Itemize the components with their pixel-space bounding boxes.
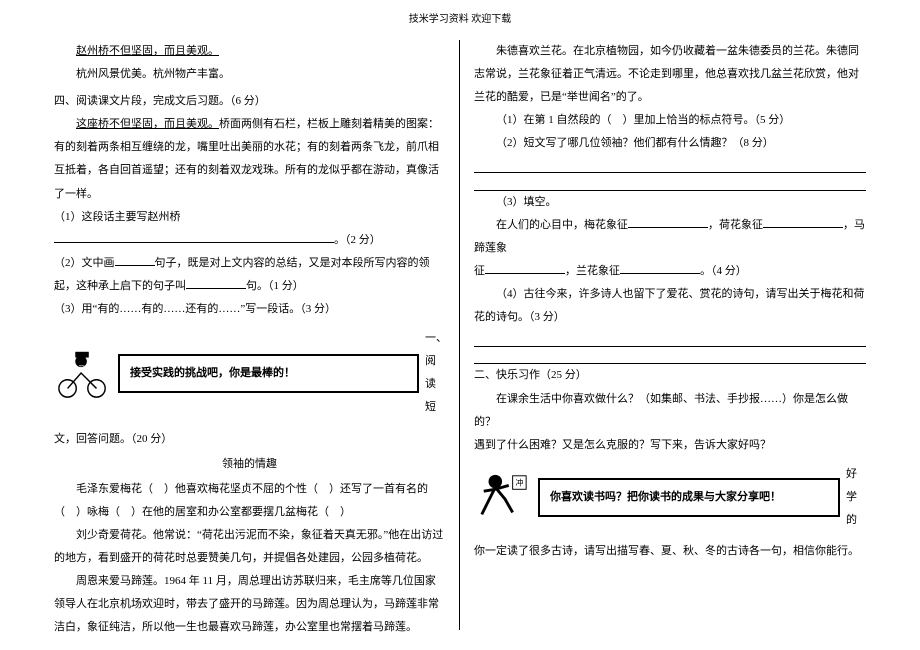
writing-prompt-1: 在课余生活中你喜欢做什么？（如集邮、书法、手抄报……）你是怎么做的？ (474, 388, 866, 434)
practice-callout: 买 接受实践的挑战吧，你是最棒的！ 一、阅读短 (54, 327, 445, 419)
svg-text:买: 买 (78, 365, 85, 373)
q3-blank-2[interactable] (763, 227, 843, 228)
left-column: 赵州桥不但坚固，而且美观。 杭州风景优美。杭州物产丰富。 四、阅读课文片段，完成… (48, 40, 460, 630)
r-q3-line2: 征 ，兰花象征 。（4 分） (474, 260, 866, 283)
side-label-left: 一、阅读短 (425, 327, 445, 419)
q1-text-a: （1）这段话主要写赵州桥 (54, 211, 181, 223)
story-para-4: 朱德喜欢兰花。在北京植物园，如今仍收藏着一盆朱德委员的兰花。朱德同志常说，兰花象… (474, 40, 866, 109)
q2-text-a: （2）文中画 (54, 257, 115, 269)
story-para-2: 刘少奇爱荷花。他常说：“荷花出污泥而不染，象征着天真无邪。”他在出访过的地方，看… (54, 524, 445, 570)
q3d: 征 (474, 265, 485, 277)
passage-text: 这座桥不但坚固，而且美观。桥面两侧有石栏，栏板上雕刻着精美的图案：有的刻着两条相… (54, 113, 445, 205)
r-question-4: （4）古往今来，许多诗人也留下了爱花、赏花的诗句，请写出关于梅花和荷花的诗句。（… (474, 283, 866, 329)
passage-lead: 这座桥不但坚固，而且美观。 (76, 118, 219, 130)
q3f: 。（4 分） (700, 265, 747, 277)
story-para-1: 毛泽东爱梅花（ ）他喜欢梅花坚贞不屈的个性（ ）还写了一首有名的（ ）咏梅（ ）… (54, 478, 445, 524)
reading-callout-box: 你喜欢读书吗？把你读书的成果与大家分享吧！ (538, 478, 840, 517)
story-para-3: 周恩来爱马蹄莲。1964 年 11 月，周总理出访苏联归来，毛主席等几位国家领导… (54, 570, 445, 639)
question-1: （1）这段话主要写赵州桥。（2 分） (54, 206, 445, 252)
section-2-heading: 二、快乐习作（25 分） (474, 364, 866, 387)
answer-line-1[interactable] (474, 155, 866, 173)
section-4-heading: 四、阅读课文片段，完成文后习题。（6 分） (54, 90, 445, 113)
svg-text:冲: 冲 (516, 478, 524, 488)
bicycle-kid-icon: 买 (54, 346, 112, 400)
q2-text-c: 句。（1 分） (246, 280, 304, 292)
r-question-2: （2）短文写了哪几位领袖？他们都有什么情趣？（8 分） (474, 132, 866, 155)
q2-blank-2[interactable] (186, 288, 246, 289)
q3-blank-4[interactable] (620, 273, 700, 274)
question-3: （3）用“有的……有的……还有的……”写一段话。（3 分） (54, 298, 445, 321)
side-label-right: 好学的 (846, 463, 866, 532)
two-column-layout: 赵州桥不但坚固，而且美观。 杭州风景优美。杭州物产丰富。 四、阅读课文片段，完成… (48, 40, 872, 630)
writing-prompt-2: 遇到了什么困难？又是怎么克服的？写下来，告诉大家好吗？ (474, 434, 866, 457)
practice-callout-box: 接受实践的挑战吧，你是最棒的！ (118, 354, 419, 393)
q3a: 在人们的心目中，梅花象征 (496, 219, 628, 231)
q3e: ，兰花象征 (565, 265, 620, 277)
r-question-1: （1）在第 1 自然段的（ ）里加上恰当的标点符号。（5 分） (474, 109, 866, 132)
example-sentence-1: 赵州桥不但坚固，而且美观。 (54, 40, 445, 63)
q3-blank-3[interactable] (485, 273, 565, 274)
q1-text-b: 。（2 分） (334, 234, 381, 246)
running-kid-icon: 冲 (474, 470, 532, 524)
answer-line-3[interactable] (474, 329, 866, 347)
question-2: （2）文中画句子，既是对上文内容的总结，又是对本段所写内容的领起，这种承上启下的… (54, 252, 445, 298)
q3b: ，荷花象征 (708, 219, 763, 231)
answer-line-2[interactable] (474, 173, 866, 191)
story-title: 领袖的情趣 (54, 453, 445, 476)
q1-blank[interactable] (54, 242, 334, 243)
closing-line: 你一定读了很多古诗，请写出描写春、夏、秋、冬的古诗各一句，相信你能行。 (474, 540, 866, 563)
example-sentence-2: 杭州风景优美。杭州物产丰富。 (54, 63, 445, 86)
answer-line-4[interactable] (474, 347, 866, 365)
page-header: 技米学习资料 欢迎下载 (0, 10, 920, 25)
r-q3-line1: 在人们的心目中，梅花象征，荷花象征，马蹄莲象 (474, 214, 866, 260)
reading-continue: 文，回答问题。（20 分） (54, 428, 445, 451)
q2-blank-1[interactable] (115, 265, 155, 266)
right-column: 朱德喜欢兰花。在北京植物园，如今仍收藏着一盆朱德委员的兰花。朱德同志常说，兰花象… (460, 40, 872, 630)
passage-body: 桥面两侧有石栏，栏板上雕刻着精美的图案：有的刻着两条相互缠绕的龙，嘴里吐出美丽的… (54, 118, 439, 199)
reading-callout: 冲 你喜欢读书吗？把你读书的成果与大家分享吧！ 好学的 (474, 463, 866, 532)
q3-blank-1[interactable] (628, 227, 708, 228)
r-question-3-label: （3）填空。 (474, 191, 866, 214)
